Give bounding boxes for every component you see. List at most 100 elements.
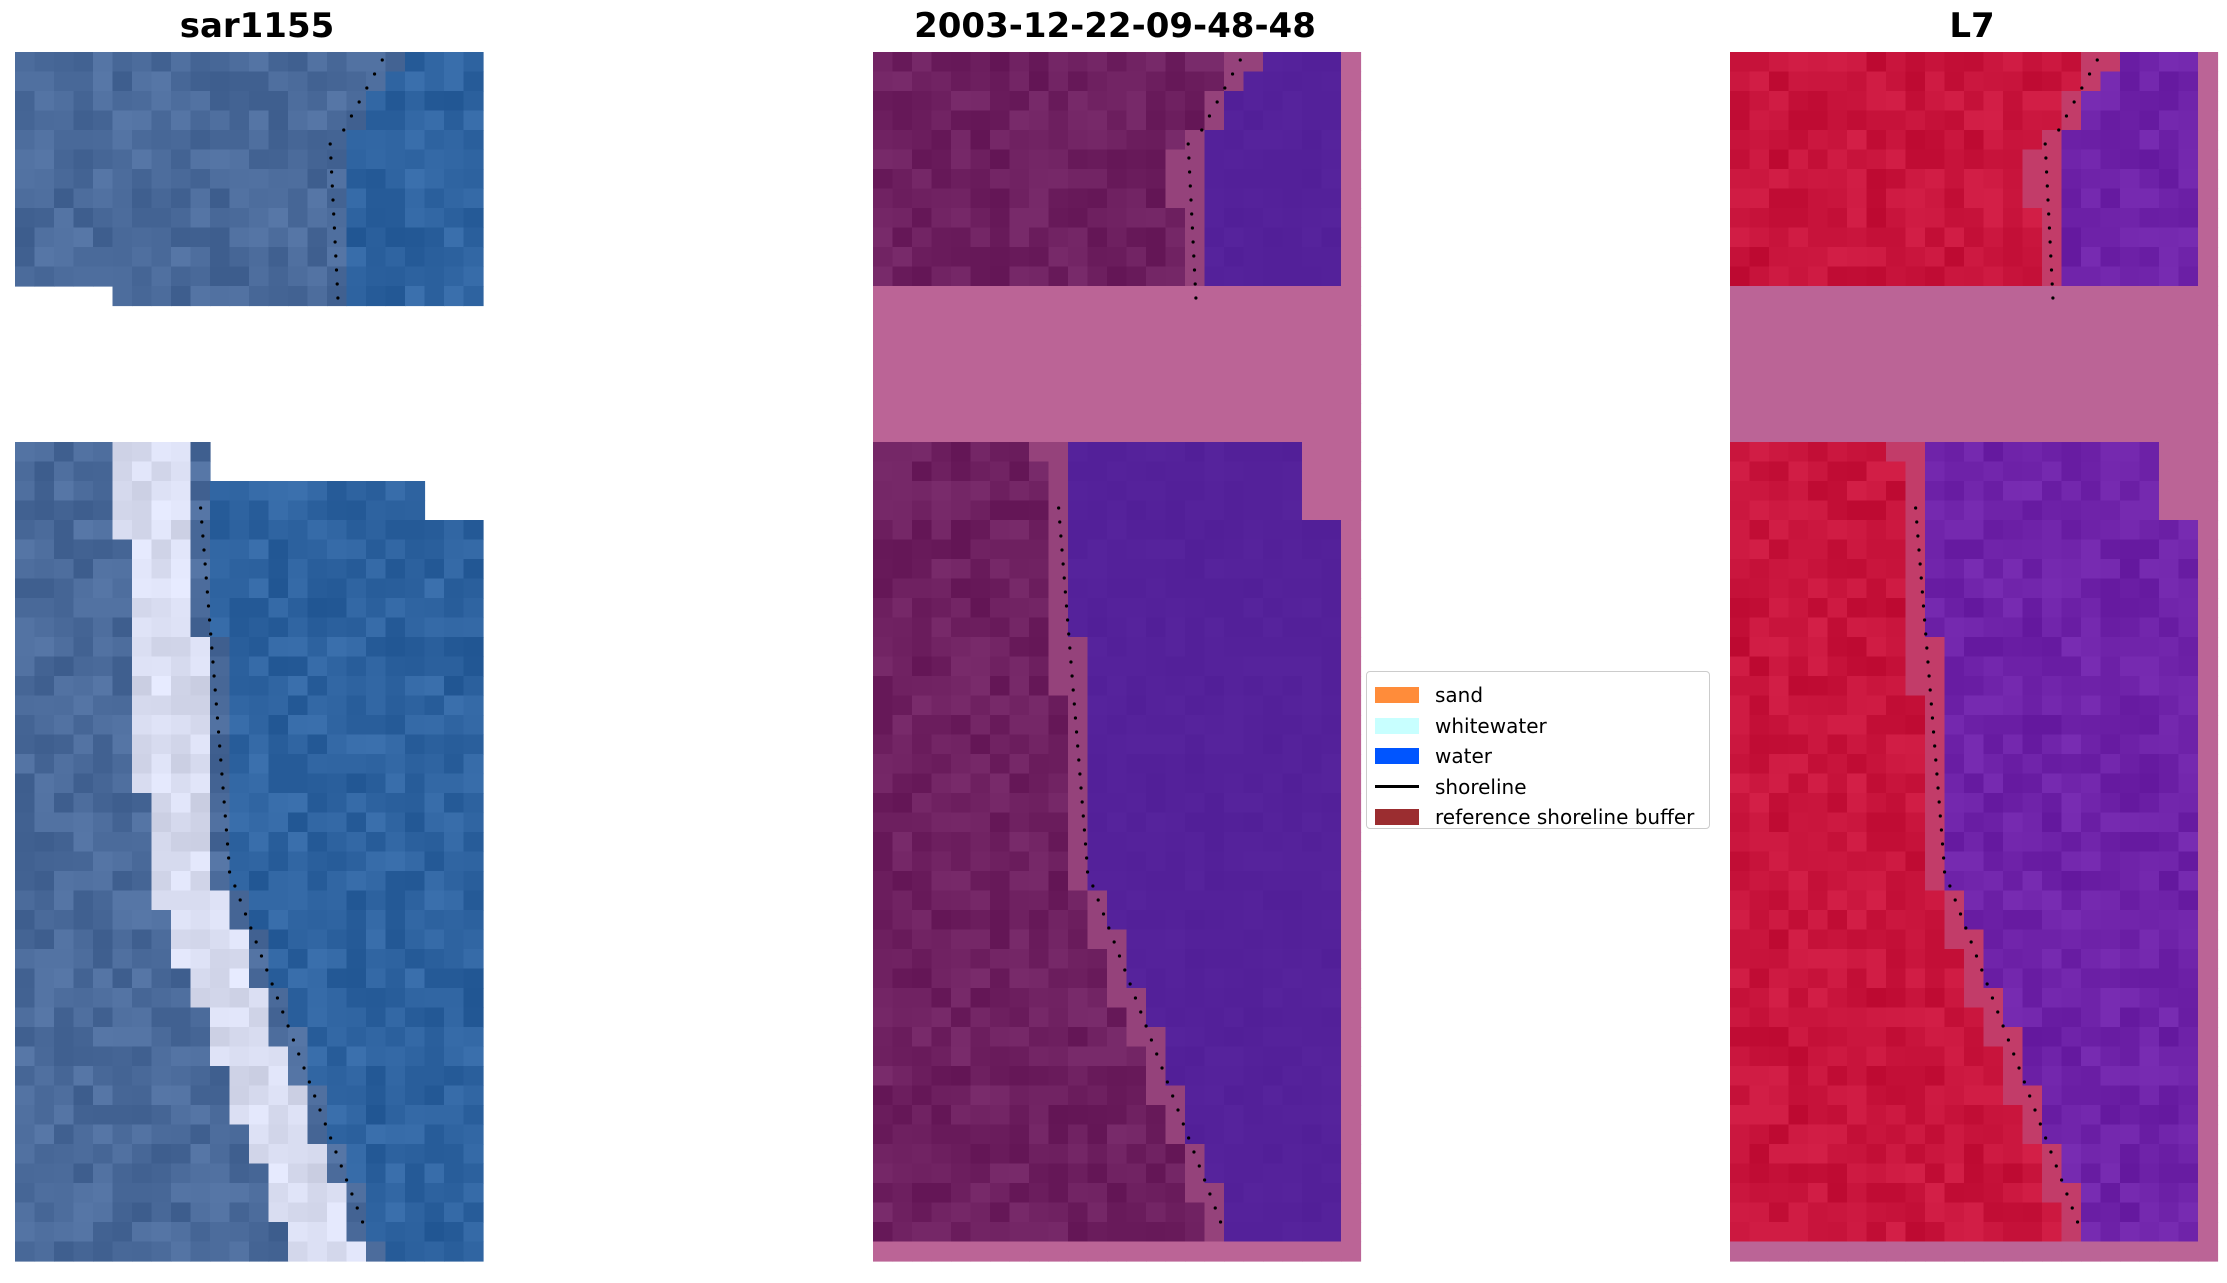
pixel-cell (385, 695, 406, 716)
pixel-cell (1087, 344, 1108, 365)
pixel-cell (34, 559, 55, 580)
pixel-cell (2178, 578, 2199, 599)
pixel-cell (405, 1105, 426, 1126)
pixel-cell (1983, 130, 2004, 151)
pixel-cell (210, 851, 231, 872)
pixel-cell (327, 676, 348, 697)
pixel-cell (2081, 695, 2102, 716)
pixel-cell (1341, 832, 1362, 853)
shoreline-point (2049, 1150, 2053, 1154)
rgb-image-panel (15, 52, 484, 1262)
shoreline-point (323, 1122, 327, 1126)
pixel-cell (405, 754, 426, 775)
legend-item-shoreline: shoreline (1375, 772, 1701, 803)
pixel-cell (424, 578, 445, 599)
pixel-cell (15, 851, 36, 872)
pixel-cell (912, 52, 933, 73)
pixel-cell (424, 949, 445, 970)
pixel-cell (385, 812, 406, 833)
pixel-cell (171, 695, 192, 716)
pixel-cell (171, 247, 192, 268)
pixel-cell (873, 481, 894, 502)
pixel-cell (190, 227, 211, 248)
pixel-cell (54, 695, 75, 716)
pixel-cell (151, 130, 172, 151)
pixel-cell (2022, 1066, 2043, 1087)
pixel-cell (1087, 773, 1108, 794)
shoreline-point (1171, 1094, 1175, 1098)
pixel-cell (1302, 1144, 1323, 1165)
pixel-cell (190, 929, 211, 950)
pixel-cell (151, 539, 172, 560)
pixel-cell (112, 91, 133, 112)
pixel-cell (112, 1222, 133, 1243)
pixel-cell (2139, 910, 2160, 931)
pixel-cell (132, 1085, 153, 1106)
pixel-cell (1905, 286, 1926, 307)
pixel-cell (873, 1066, 894, 1087)
pixel-cell (1944, 520, 1965, 541)
pixel-cell (463, 1085, 484, 1106)
pixel-cell (229, 871, 250, 892)
pixel-cell (1983, 364, 2004, 385)
pixel-cell (1886, 793, 1907, 814)
pixel-cell (2100, 871, 2121, 892)
pixel-cell (1886, 851, 1907, 872)
pixel-cell (1341, 1222, 1362, 1243)
pixel-cell (951, 91, 972, 112)
pixel-cell (931, 929, 952, 950)
pixel-cell (1769, 1085, 1790, 1106)
pixel-cell (1107, 1066, 1128, 1087)
pixel-cell (385, 1046, 406, 1067)
pixel-cell (1126, 1241, 1147, 1262)
pixel-cell (1087, 734, 1108, 755)
pixel-cell (951, 71, 972, 92)
pixel-cell (249, 1241, 270, 1262)
pixel-cell (346, 715, 367, 736)
pixel-cell (1341, 110, 1362, 131)
pixel-cell (2061, 208, 2082, 229)
pixel-cell (1126, 676, 1147, 697)
pixel-cell (346, 91, 367, 112)
pixel-cell (1146, 637, 1167, 658)
pixel-cell (385, 208, 406, 229)
pixel-cell (1009, 871, 1030, 892)
pixel-cell (1243, 715, 1264, 736)
pixel-cell (1009, 1124, 1030, 1145)
pixel-cell (1126, 1222, 1147, 1243)
pixel-cell (1165, 110, 1186, 131)
pixel-cell (132, 130, 153, 151)
pixel-cell (931, 247, 952, 268)
pixel-cell (1282, 422, 1303, 443)
pixel-cell (1126, 851, 1147, 872)
pixel-cell (2003, 890, 2024, 911)
pixel-cell (1769, 1105, 1790, 1126)
pixel-cell (1087, 188, 1108, 209)
pixel-cell (1788, 1046, 1809, 1067)
pixel-cell (1009, 793, 1030, 814)
pixel-cell (1808, 500, 1829, 521)
pixel-cell (1749, 1046, 1770, 1067)
pixel-cell (1769, 1163, 1790, 1184)
pixel-cell (1048, 910, 1069, 931)
pixel-cell (1029, 266, 1050, 287)
pixel-cell (1827, 1222, 1848, 1243)
pixel-cell (912, 500, 933, 521)
pixel-cell (1866, 286, 1887, 307)
pixel-cell (171, 910, 192, 931)
pixel-cell (2100, 656, 2121, 677)
pixel-cell (210, 968, 231, 989)
pixel-cell (1866, 227, 1887, 248)
shoreline-point (1920, 590, 1924, 594)
pixel-cell (112, 1124, 133, 1145)
pixel-cell (1009, 500, 1030, 521)
pixel-cell (424, 851, 445, 872)
pixel-cell (171, 91, 192, 112)
shoreline-point (1936, 786, 1940, 790)
pixel-cell (346, 227, 367, 248)
pixel-cell (132, 247, 153, 268)
pixel-cell (54, 754, 75, 775)
pixel-cell (1087, 539, 1108, 560)
pixel-cell (912, 695, 933, 716)
pixel-cell (1224, 559, 1245, 580)
